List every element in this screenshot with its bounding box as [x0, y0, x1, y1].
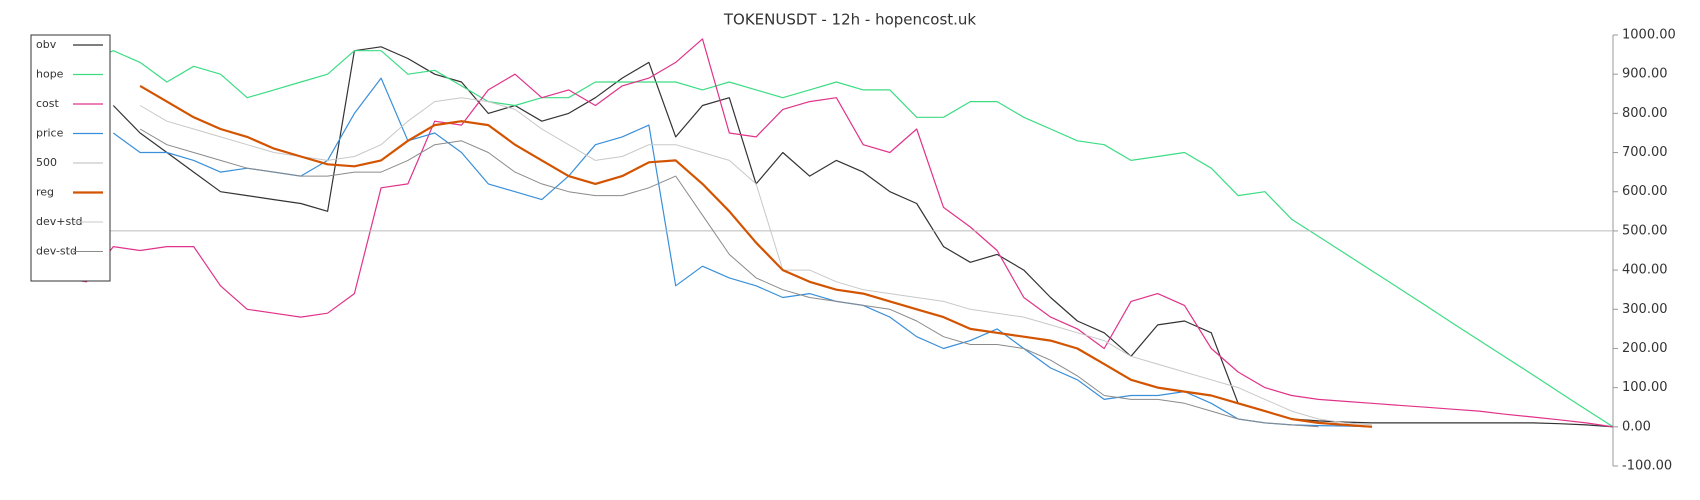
series-line	[32, 50, 1614, 428]
y-tick-label: -100.00	[1622, 459, 1672, 474]
y-tick-label: 1000.00	[1622, 28, 1676, 43]
series-line	[139, 97, 1373, 426]
series-line	[112, 77, 1373, 428]
y-tick-label: 700.00	[1622, 145, 1668, 160]
series-line	[59, 38, 1614, 428]
chart-title: TOKENUSDT - 12h - hopencost.uk	[723, 11, 977, 29]
y-tick-label: 100.00	[1622, 380, 1668, 395]
y-tick-label: 900.00	[1622, 67, 1668, 82]
legend-label: reg	[36, 186, 54, 199]
y-tick-label: 800.00	[1622, 106, 1668, 121]
legend-label: 500	[36, 156, 57, 169]
y-tick-label: 600.00	[1622, 184, 1668, 199]
legend-label: price	[36, 127, 64, 140]
series-line	[112, 46, 1614, 428]
plot-area	[32, 38, 1614, 428]
legend-label: cost	[36, 97, 60, 110]
legend-label: hope	[36, 68, 64, 81]
y-tick-label: 300.00	[1622, 302, 1668, 317]
legend-box	[30, 34, 111, 282]
series-line	[139, 84, 1373, 428]
legend-label: dev+std	[36, 215, 83, 228]
y-tick-label: 200.00	[1622, 341, 1668, 356]
y-tick-label: 500.00	[1622, 223, 1668, 238]
y-tick-label: 0.00	[1622, 419, 1651, 434]
legend-label: dev-std	[36, 245, 77, 258]
y-tick-label: 400.00	[1622, 263, 1668, 278]
legend-label: obv	[36, 38, 57, 51]
series-line	[139, 128, 1319, 428]
legend: obv hope cost price 500 reg dev+std dev-std	[30, 34, 111, 282]
